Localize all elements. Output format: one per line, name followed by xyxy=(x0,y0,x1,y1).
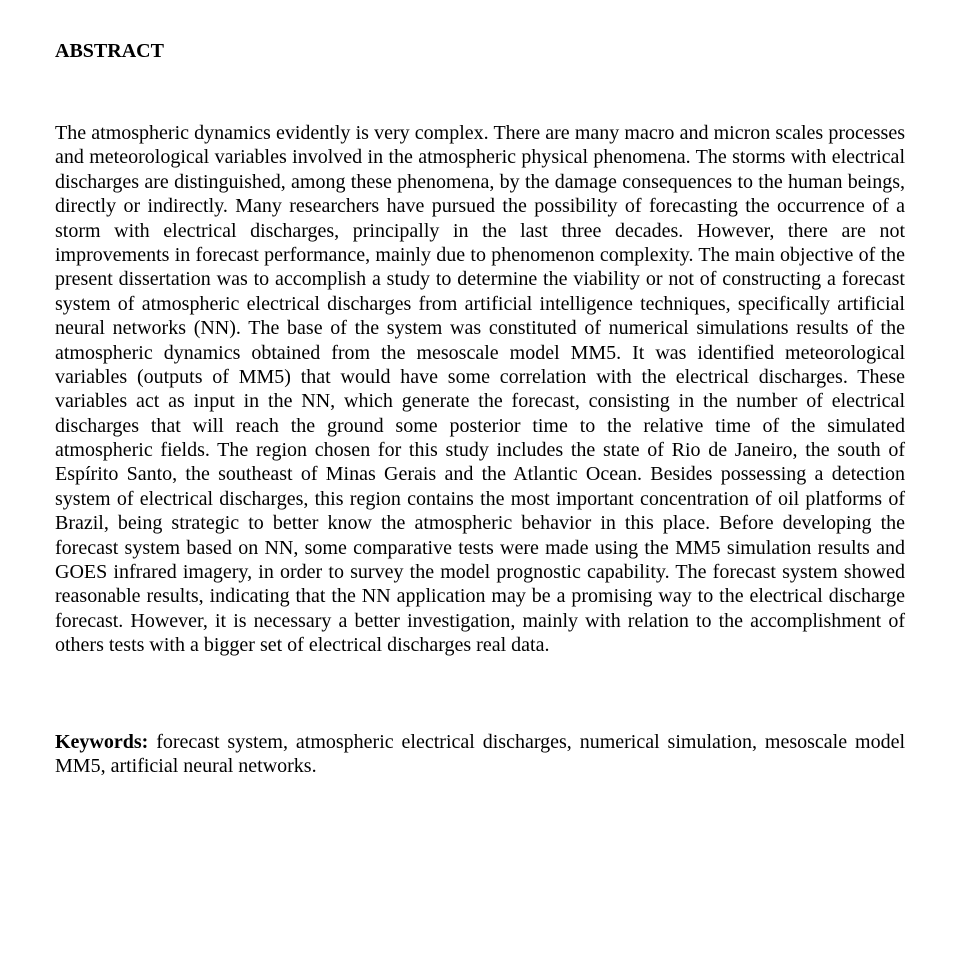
abstract-body: The atmospheric dynamics evidently is ve… xyxy=(55,121,905,658)
keywords-block: Keywords: forecast system, atmospheric e… xyxy=(55,730,905,779)
document-page: ABSTRACT The atmospheric dynamics eviden… xyxy=(0,0,960,956)
keywords-text: forecast system, atmospheric electrical … xyxy=(55,731,905,777)
keywords-label: Keywords: xyxy=(55,731,148,753)
abstract-heading: ABSTRACT xyxy=(55,40,905,63)
